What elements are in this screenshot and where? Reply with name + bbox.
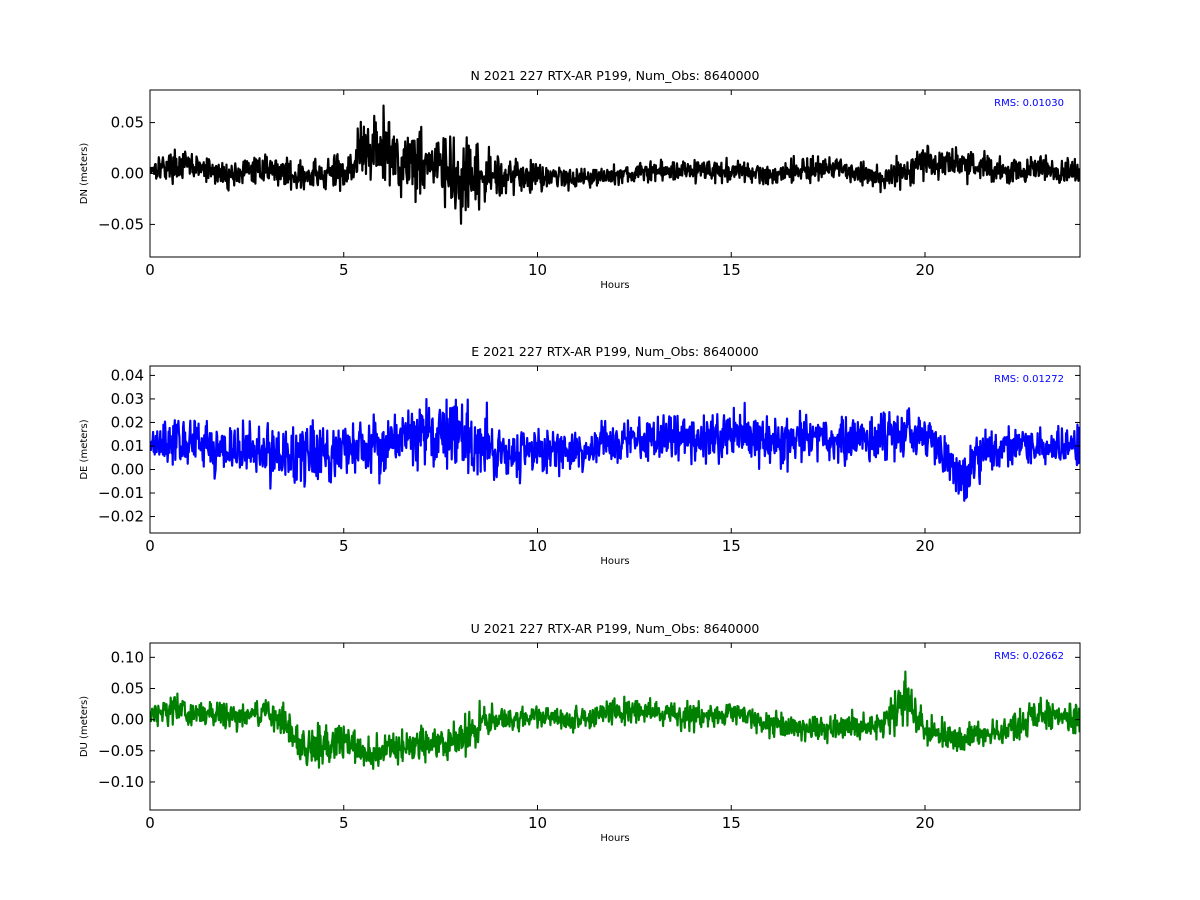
x-axis-label-u: Hours xyxy=(600,833,629,844)
y-tick-label: 0.00 xyxy=(111,165,144,183)
y-tick-label: 0.05 xyxy=(111,679,144,697)
y-axis-label-n: DN (meters) xyxy=(79,143,90,205)
x-tick-label: 15 xyxy=(722,814,741,832)
x-tick-label: 5 xyxy=(339,814,349,832)
chart-title-e: E 2021 227 RTX-AR P199, Num_Obs: 8640000 xyxy=(471,344,759,359)
series-line-u xyxy=(150,670,1080,770)
y-tick-label: 0.03 xyxy=(111,390,144,408)
x-tick-label: 10 xyxy=(528,537,547,555)
x-tick-label: 0 xyxy=(145,261,155,279)
rms-annotation-n: RMS: 0.01030 xyxy=(994,98,1064,109)
x-tick-label: 0 xyxy=(145,537,155,555)
x-tick-label: 20 xyxy=(915,261,934,279)
x-tick-label: 5 xyxy=(339,537,349,555)
x-tick-label: 15 xyxy=(722,261,741,279)
y-tick-label: 0.10 xyxy=(111,648,144,666)
y-tick-label: 0.00 xyxy=(111,711,144,729)
x-tick-label: 5 xyxy=(339,261,349,279)
x-tick-label: 20 xyxy=(915,537,934,555)
x-tick-label: 15 xyxy=(722,537,741,555)
y-axis-label-u: DU (meters) xyxy=(79,696,90,757)
rms-annotation-u: RMS: 0.02662 xyxy=(994,651,1064,662)
y-tick-label: −0.01 xyxy=(98,484,144,502)
series-line-e xyxy=(150,397,1080,502)
y-tick-label: 0.00 xyxy=(111,460,144,478)
chart-panel-e: 0 5 10 15 20 −0.02 −0.01 0.00 0.01 0.02 0.03 0.04 E … xyxy=(79,344,1081,567)
x-tick-label: 0 xyxy=(145,814,155,832)
y-tick-label: 0.04 xyxy=(111,366,144,384)
y-tick-label: −0.10 xyxy=(98,773,144,791)
rms-annotation-e: RMS: 0.01272 xyxy=(994,374,1064,385)
axes-frame-e xyxy=(149,365,1081,534)
y-tick-label: −0.02 xyxy=(98,508,144,526)
y-tick-label: −0.05 xyxy=(98,742,144,760)
y-tick-label: −0.05 xyxy=(98,215,144,233)
series-line-n xyxy=(150,104,1080,225)
y-tick-label: 0.05 xyxy=(111,114,144,132)
y-tick-label: 0.02 xyxy=(111,413,144,431)
x-axis-label-n: Hours xyxy=(600,280,629,291)
chart-title-u: U 2021 227 RTX-AR P199, Num_Obs: 8640000 xyxy=(471,621,760,636)
chart-title-n: N 2021 227 RTX-AR P199, Num_Obs: 8640000 xyxy=(471,68,760,83)
chart-panel-u: 0 5 10 15 20 −0.10 −0.05 0.00 0.05 0.10 U 2021 227… xyxy=(79,621,1081,844)
x-tick-label: 20 xyxy=(915,814,934,832)
x-tick-label: 10 xyxy=(528,814,547,832)
x-axis-label-e: Hours xyxy=(600,556,629,567)
axes-frame-u xyxy=(149,642,1081,811)
chart-panel-n: 0 5 10 15 20 −0.05 0.00 0.05 N 2021 227 RTX-AR P… xyxy=(79,68,1081,291)
x-tick-label: 10 xyxy=(528,261,547,279)
y-axis-label-e: DE (meters) xyxy=(79,419,90,479)
y-tick-label: 0.01 xyxy=(111,437,144,455)
